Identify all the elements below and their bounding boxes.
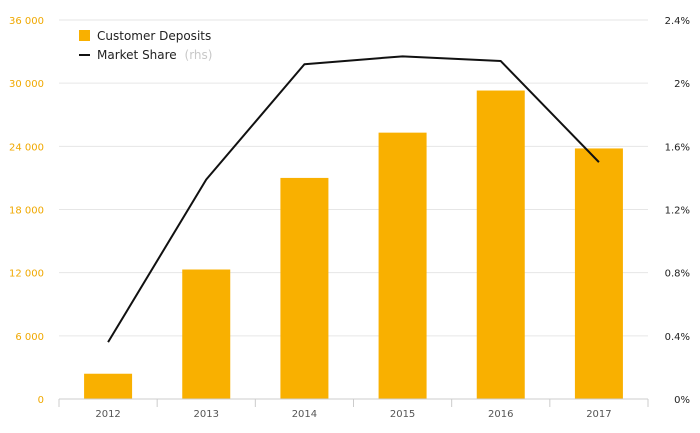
bar-2014 [280,177,329,399]
y-left-tick-label: 6 000 [15,332,44,343]
x-axis: 2012 2013 2014 2015 2016 2017 [58,398,649,420]
legend-swatch-deposits [79,30,90,41]
y-right-tick-label: 1.6% [665,142,690,153]
x-tick-label-2015: 2015 [390,409,415,420]
x-tick-label-2013: 2013 [194,409,219,420]
bar-2015 [378,132,427,399]
y-right-tick-label: 1.2% [665,206,690,217]
x-tick-label-2012: 2012 [95,409,120,420]
y-axis-left: 0 6 000 12 000 18 000 24 000 30 000 36 000 [9,16,44,406]
legend-label-market-share-name: Market Share [97,48,177,62]
bar-2012 [84,373,133,399]
legend-label-deposits: Customer Deposits [97,29,211,43]
bar-series [84,90,623,400]
y-right-tick-label: 2.4% [665,16,690,27]
x-tick-label-2017: 2017 [586,409,611,420]
legend-label-market-share: Market Share (rhs) [97,48,212,62]
y-left-tick-label: 36 000 [9,16,44,27]
x-tick-label-2016: 2016 [488,409,513,420]
market-share-line [107,55,600,343]
y-left-tick-label: 30 000 [9,79,44,90]
y-left-tick-label: 24 000 [9,142,44,153]
grid-lines [59,19,648,337]
y-right-tick-label: 0.8% [665,269,690,280]
bar-2017 [574,148,623,399]
legend-label-market-share-suffix: (rhs) [185,48,213,62]
y-left-tick-label: 18 000 [9,206,44,217]
y-left-tick-label: 0 [38,395,44,406]
bar-2013 [182,269,231,399]
y-right-tick-label: 0% [674,395,690,406]
y-left-tick-label: 12 000 [9,269,44,280]
y-right-tick-label: 0.4% [665,332,690,343]
x-tick-label-2014: 2014 [292,409,317,420]
line-series [107,55,600,343]
legend: Customer Deposits Market Share (rhs) [79,29,212,62]
y-right-tick-label: 2% [674,79,690,90]
bar-2016 [476,90,525,400]
y-axis-right: 0% 0.4% 0.8% 1.2% 1.6% 2% 2.4% [665,16,690,406]
